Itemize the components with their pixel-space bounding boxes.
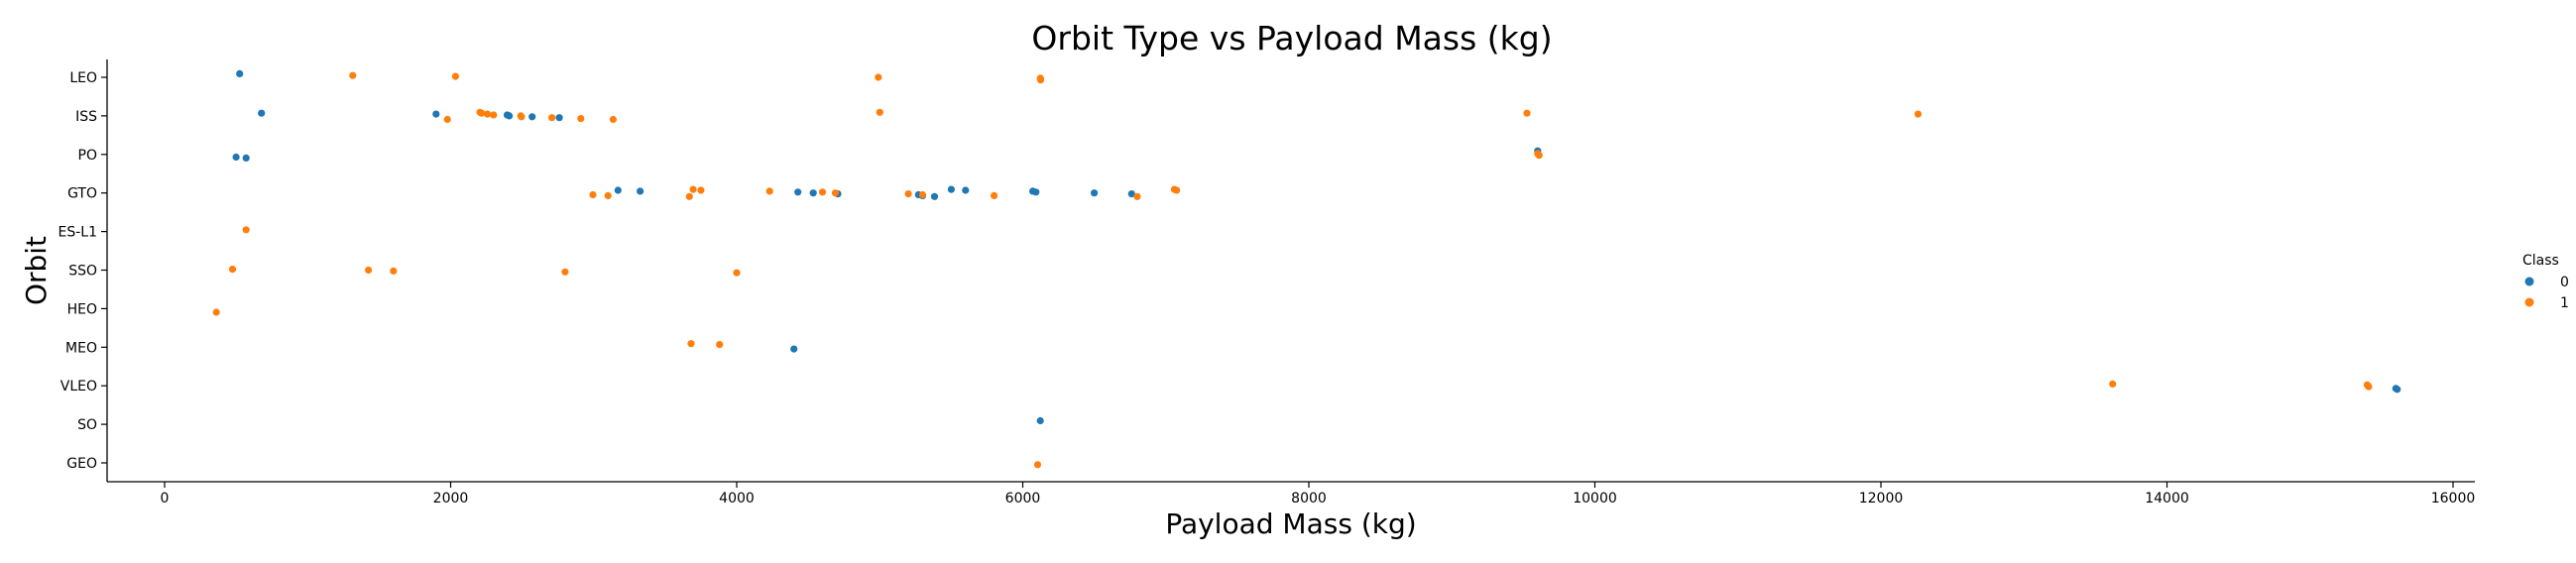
x-tick-label-4000: 4000 <box>719 491 755 507</box>
point-class-0 <box>1032 188 1040 196</box>
point-class-0 <box>947 185 956 193</box>
point-class-1 <box>228 266 237 274</box>
y-tick-label-leo: LEO <box>69 70 97 86</box>
point-class-1 <box>2365 383 2373 391</box>
point-class-0 <box>794 188 802 196</box>
point-class-1 <box>484 110 492 118</box>
x-axis-label: Payload Mass (kg) <box>1165 507 1416 540</box>
point-class-0 <box>505 112 514 120</box>
point-class-1 <box>831 189 840 197</box>
y-tick-label-so: SO <box>77 417 97 433</box>
point-class-0 <box>258 109 266 117</box>
point-class-1 <box>1914 110 1922 118</box>
point-class-1 <box>365 266 373 275</box>
point-class-1 <box>733 269 741 277</box>
point-class-0 <box>1127 190 1135 198</box>
point-class-0 <box>528 113 536 121</box>
chart-title: Orbit Type vs Payload Mass (kg) <box>1031 19 1552 57</box>
y-tick-label-geo: GEO <box>66 456 97 472</box>
point-class-0 <box>930 192 939 200</box>
point-class-0 <box>1091 189 1099 197</box>
point-class-0 <box>637 187 644 195</box>
point-class-1 <box>918 190 927 199</box>
y-tick-label-gto: GTO <box>67 186 97 202</box>
point-class-1 <box>689 185 697 193</box>
legend-entries: 01 <box>2524 275 2569 311</box>
y-tick-label-vleo: VLEO <box>60 379 97 394</box>
point-class-1 <box>609 115 618 124</box>
point-class-0 <box>555 114 563 122</box>
y-tick-label-meo: MEO <box>65 340 97 356</box>
legend-title: Class <box>2522 253 2559 269</box>
point-class-1 <box>212 308 220 316</box>
point-class-0 <box>242 154 250 162</box>
point-class-1 <box>577 115 585 123</box>
point-class-0 <box>236 69 244 77</box>
legend-label-1: 1 <box>2560 295 2569 311</box>
point-class-0 <box>432 110 440 118</box>
point-class-0 <box>232 153 240 162</box>
point-class-1 <box>687 340 695 348</box>
point-class-0 <box>2394 386 2401 394</box>
legend-label-0: 0 <box>2560 275 2569 290</box>
legend-marker-0 <box>2524 277 2534 286</box>
y-tick-label-sso: SSO <box>68 264 97 280</box>
point-class-1 <box>1535 152 1543 160</box>
point-class-1 <box>1173 186 1181 194</box>
legend-marker-1 <box>2524 297 2534 307</box>
point-class-1 <box>561 268 569 276</box>
point-class-1 <box>478 109 486 117</box>
point-class-1 <box>685 192 693 200</box>
point-class-1 <box>349 71 357 79</box>
point-class-1 <box>1033 461 1042 469</box>
point-class-1 <box>1523 109 1531 117</box>
x-tick-label-12000: 12000 <box>1859 491 1904 507</box>
point-class-1 <box>589 190 597 199</box>
point-class-0 <box>809 189 817 197</box>
point-class-1 <box>548 114 556 122</box>
y-tick-label-es-l1: ES-L1 <box>59 225 98 241</box>
x-axis-ticks: 0 2000 4000 6000 8000 10000 12000 14000 16000 <box>161 482 2476 507</box>
point-class-1 <box>490 111 498 119</box>
x-tick-label-6000: 6000 <box>1005 491 1041 507</box>
legend: Class 01 <box>2522 253 2569 311</box>
x-tick-label-16000: 16000 <box>2431 491 2476 507</box>
point-class-1 <box>1133 192 1141 200</box>
point-class-1 <box>1036 76 1045 84</box>
point-class-1 <box>451 72 459 80</box>
point-class-1 <box>697 186 705 194</box>
y-tick-label-heo: HEO <box>67 301 97 317</box>
point-class-0 <box>1036 416 1044 425</box>
x-tick-label-8000: 8000 <box>1291 491 1327 507</box>
y-tick-label-po: PO <box>78 148 97 164</box>
point-class-1 <box>875 73 882 81</box>
point-class-1 <box>716 341 724 349</box>
point-class-1 <box>991 191 998 199</box>
point-class-0 <box>962 186 970 194</box>
x-tick-label-14000: 14000 <box>2145 491 2189 507</box>
point-class-1 <box>818 188 827 196</box>
x-tick-label-10000: 10000 <box>1573 491 1617 507</box>
point-class-0 <box>790 345 798 353</box>
point-class-1 <box>443 115 451 124</box>
point-class-1 <box>904 190 912 198</box>
point-class-1 <box>390 267 398 275</box>
point-class-0 <box>614 186 622 194</box>
x-tick-label-0: 0 <box>161 491 170 507</box>
data-points <box>212 69 2401 469</box>
x-tick-label-2000: 2000 <box>433 491 469 507</box>
point-class-1 <box>242 226 250 234</box>
point-class-1 <box>518 113 526 121</box>
point-class-1 <box>604 191 612 199</box>
y-axis-ticks: LEO ISS PO GTO ES-L1 SSO HEO MEO VLEO SO GEO <box>59 70 107 472</box>
y-tick-label-iss: ISS <box>75 109 97 125</box>
point-class-1 <box>765 187 773 195</box>
point-class-1 <box>876 108 883 116</box>
point-class-1 <box>2109 380 2117 388</box>
plot-area: LEO ISS PO GTO ES-L1 SSO HEO MEO VLEO SO GEO 0 2000… <box>59 59 2476 507</box>
y-axis-label: Orbit <box>20 236 53 305</box>
